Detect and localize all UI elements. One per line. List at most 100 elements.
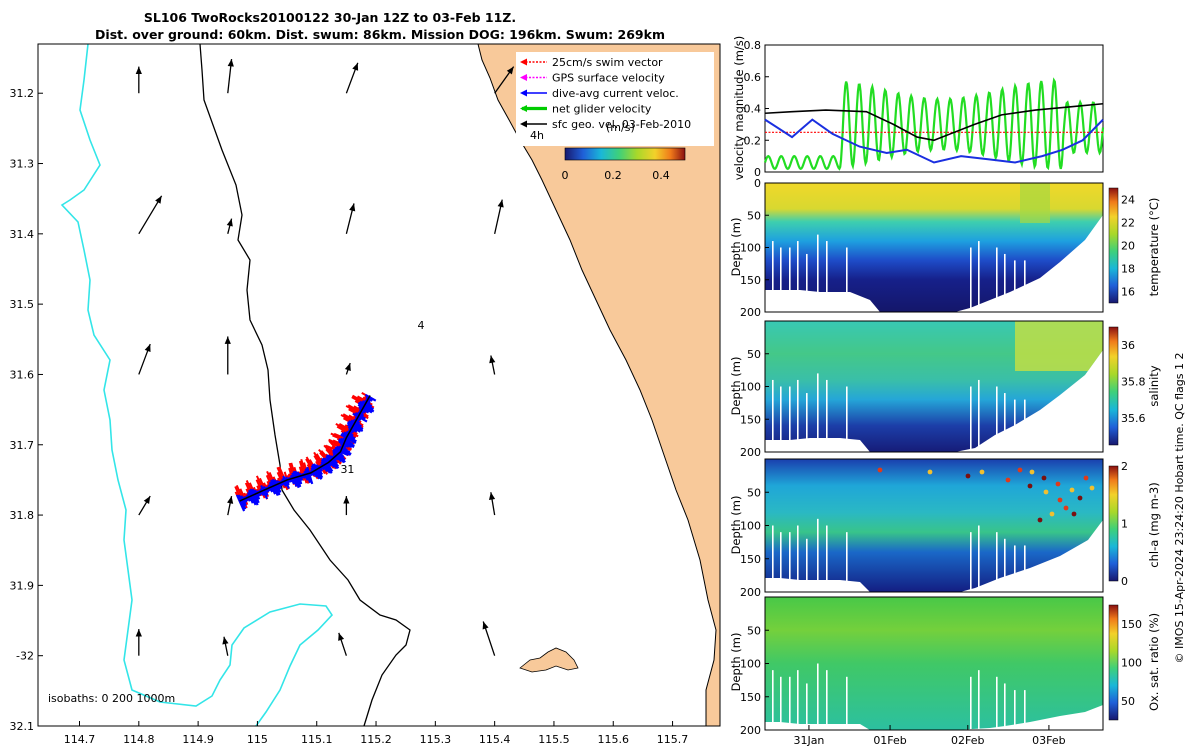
chlorophyll-hotspot [979, 469, 985, 475]
temperature-profile-gaps [772, 234, 1026, 312]
salinity-ylabel: Depth (m) [729, 357, 743, 416]
depth-tick-label: 150 [740, 413, 761, 426]
chlorophyll-hotspot [877, 467, 883, 473]
chlorophyll-hotspot [1071, 511, 1077, 517]
profile-gap [817, 518, 819, 592]
map-y-tick-label: 31.5 [10, 298, 35, 311]
current-vector [259, 488, 265, 497]
swim-vector [313, 451, 328, 475]
colorbar-tick-label: 36 [1121, 339, 1135, 352]
current-vector [242, 496, 248, 503]
map-x-tick-label: 115.3 [420, 733, 452, 746]
geo-vector-head [488, 492, 496, 501]
chlorophyll-hotspot [1049, 511, 1055, 517]
profile-gap [817, 663, 819, 730]
current-vector [354, 416, 362, 422]
profile-gap [772, 241, 774, 312]
profile-gap [1024, 399, 1026, 452]
map-y-tick-label: 31.4 [10, 228, 35, 241]
colorbar-tick-label: 16 [1121, 286, 1135, 299]
chlorophyll-hotspot [1089, 485, 1095, 491]
velocity-net-glider-line [763, 77, 1105, 171]
current-vector [310, 465, 321, 480]
current-vector [240, 495, 247, 507]
current-vector [348, 420, 364, 431]
swim-vector [325, 448, 339, 464]
profile-gap [1004, 538, 1006, 592]
current-vector [357, 411, 365, 417]
chlorophyll-hotspot [1057, 497, 1063, 503]
profile-gap [806, 683, 808, 730]
chlorophyll-hotspots [877, 467, 1095, 523]
current-vector [320, 461, 329, 472]
profile-gap [826, 670, 828, 730]
current-vector [354, 412, 366, 420]
current-vector [364, 399, 371, 405]
depth-tick-label: 50 [747, 348, 761, 361]
map-colorbar-tick-label: 0.2 [604, 169, 622, 182]
map-y-tick-label: -32 [16, 650, 34, 663]
chlorophyll-hotspot [1017, 467, 1023, 473]
time-tick-label: 03Feb [1032, 734, 1065, 747]
current-vector [267, 484, 274, 493]
chlorophyll-colorbar-ticks: 0 1 2 [1121, 460, 1128, 588]
title-line-2: Dist. over ground: 60km. Dist. swum: 86k… [95, 27, 665, 42]
geo-vector-head [482, 621, 489, 630]
temperature-colorbar [1108, 187, 1119, 304]
map-legend: 25cm/s swim vector GPS surface velocity di… [516, 52, 714, 182]
current-vector [358, 408, 366, 414]
salinity-panel: 50 100 150 200 Depth (m) 35.6 35.8 36 salinit… [729, 320, 1161, 459]
current-vector [246, 494, 251, 502]
geo-vector-head [222, 636, 229, 645]
current-vector [285, 476, 290, 486]
current-vector [357, 401, 375, 413]
profile-gap [1014, 690, 1016, 730]
swim-vector [298, 460, 308, 484]
profile-gap [797, 670, 799, 730]
map-colorbar-tick-label: 0.4 [652, 169, 670, 182]
depth-tick-label: 150 [740, 274, 761, 287]
current-vector [248, 489, 257, 506]
oxygen-section [765, 597, 1103, 730]
title-line-1: SL106 TwoRocks20100122 30-Jan 12Z to 03-… [144, 10, 516, 25]
land-mass [478, 44, 720, 726]
depth-tick-label: 200 [740, 724, 761, 737]
geo-vector [138, 195, 163, 235]
footer-note: © IMOS 15-Apr-2024 23:24:20 Hobart time.… [1173, 353, 1186, 664]
current-vector [352, 412, 368, 423]
profile-gap [1024, 545, 1026, 592]
geo-vector-head [135, 629, 142, 637]
geo-vector-head [352, 62, 359, 71]
map-x-tick-label: 115.1 [301, 733, 333, 746]
profile-gap [789, 247, 791, 312]
profile-gap [1004, 393, 1006, 452]
chlorophyll-y-axis: 50 100 150 200 [740, 486, 769, 599]
swim-vector [313, 455, 326, 475]
geo-vector-head [489, 355, 496, 364]
current-vector [282, 475, 290, 489]
current-vector [315, 464, 324, 476]
velocity-y-tick-label: 0.8 [744, 39, 762, 52]
velocity-sfc-geo-line [764, 102, 1104, 142]
current-vector [332, 448, 346, 463]
chlorophyll-hotspot [1063, 505, 1069, 511]
map-x-axis: 114.7 114.8 114.9 115 115.1 115.2 115.3 115.4 11… [64, 721, 689, 746]
colorbar-tick-label: 18 [1121, 263, 1135, 276]
current-vector [251, 488, 260, 504]
current-vector [325, 454, 340, 470]
current-vector [291, 472, 298, 487]
velocity-y-axis: 0 0.2 0.4 0.6 0.8 [744, 39, 769, 179]
current-vector [352, 418, 361, 425]
swim-vector [335, 422, 359, 438]
profile-gap [789, 386, 791, 452]
current-vector [306, 466, 314, 485]
profile-gap [772, 670, 774, 730]
current-vector [311, 463, 323, 480]
colorbar-unit: (m/s) [606, 121, 635, 134]
oxygen-y-axis: 50 100 150 200 [740, 624, 769, 737]
map-x-tick-label: 115.7 [657, 733, 689, 746]
legend-arrowhead [520, 74, 527, 81]
velocity-y-tick-label: 0.4 [744, 103, 762, 116]
depth-tick-label: 200 [740, 586, 761, 599]
current-vector [365, 396, 373, 402]
